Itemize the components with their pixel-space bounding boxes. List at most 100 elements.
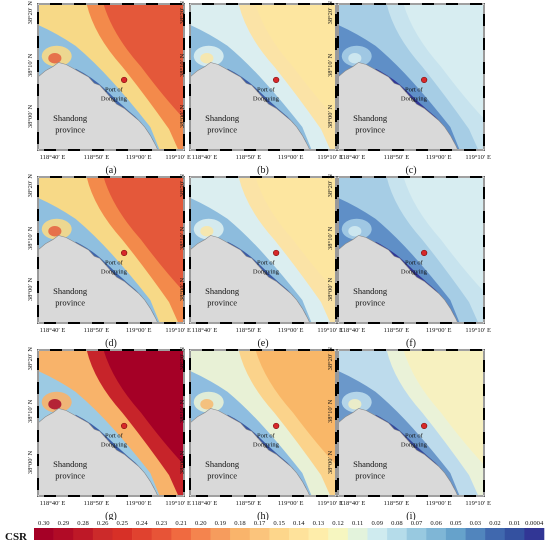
province-label-line1: Shandong: [205, 113, 240, 123]
colorbar-tick-label: 0.07: [411, 520, 423, 527]
colorbar-swatch: [92, 528, 113, 540]
colorbar-tick-label: 0.01: [509, 520, 521, 527]
province-label-line2: province: [207, 124, 237, 134]
colorbar-swatch: [504, 528, 525, 540]
y-tick-label: 38°10′ N: [327, 53, 334, 77]
panel-caption: (g): [105, 511, 117, 520]
x-tick-label: 118°40′ E: [192, 327, 218, 334]
province-label-line2: province: [355, 297, 385, 307]
colorbar-swatch: [406, 528, 427, 540]
x-tick-label: 119°10′ E: [165, 154, 191, 161]
panel-caption: (c): [405, 165, 416, 176]
port-marker: [273, 249, 280, 257]
port-label-line1: Port of: [105, 260, 124, 267]
x-tick-label: 119°00′ E: [126, 500, 152, 507]
colorbar-tick-label: 0.30: [38, 520, 50, 527]
province-label-line1: Shandong: [353, 459, 388, 469]
y-tick-label: 38°20′ N: [179, 1, 186, 25]
x-tick-label: 118°40′ E: [340, 327, 366, 334]
colorbar-tick-label: 0.05: [450, 520, 462, 527]
x-tick-label: 119°10′ E: [465, 154, 491, 161]
province-label-line1: Shandong: [53, 286, 88, 296]
province-label-line2: province: [207, 297, 237, 307]
province-label-line1: Shandong: [53, 459, 88, 469]
colorbar-swatch: [367, 528, 388, 540]
y-tick-label: 38°20′ N: [27, 347, 34, 371]
colorbar-swatch: [347, 528, 368, 540]
x-tick-label: 119°10′ E: [317, 500, 343, 507]
y-tick-label: 38°20′ N: [327, 1, 334, 25]
colorbar-tick-label: 0.29: [58, 520, 70, 527]
y-tick-label: 38°10′ N: [327, 399, 334, 423]
y-tick-label: 38°10′ N: [27, 53, 34, 77]
y-tick-label: 38°10′ N: [179, 226, 186, 250]
y-tick-label: 38°00′ N: [27, 104, 34, 128]
x-tick-label: 118°50′ E: [236, 154, 262, 161]
x-tick-label: 119°00′ E: [278, 327, 304, 334]
port-marker: [421, 76, 428, 84]
port-marker: [421, 422, 428, 430]
panel-caption: (b): [257, 165, 269, 176]
x-tick-label: 118°50′ E: [84, 327, 110, 334]
x-tick-label: 118°40′ E: [192, 500, 218, 507]
x-tick-label: 118°40′ E: [340, 154, 366, 161]
colorbar-swatch: [73, 528, 94, 540]
panel-caption: (f): [406, 338, 416, 349]
colorbar-swatch: [524, 528, 545, 540]
colorbar-swatch: [210, 528, 231, 540]
province-label-line1: Shandong: [205, 286, 240, 296]
colorbar-tick-label: 0.19: [215, 520, 227, 527]
y-tick-label: 38°20′ N: [27, 1, 34, 25]
colorbar-tick-label: 0.03: [470, 520, 482, 527]
colorbar-swatch: [34, 528, 54, 540]
province-label-line1: Shandong: [205, 459, 240, 469]
port-marker: [421, 249, 428, 257]
x-tick-label: 118°50′ E: [384, 154, 410, 161]
y-tick-label: 38°00′ N: [27, 450, 34, 474]
colorbar-swatch: [249, 528, 270, 540]
y-tick-label: 38°00′ N: [327, 450, 334, 474]
colorbar-swatch: [112, 528, 133, 540]
colorbar-tick-label: 0.09: [371, 520, 383, 527]
port-label-line2: Dongying: [101, 441, 128, 448]
port-label-line2: Dongying: [253, 95, 280, 102]
y-tick-label: 38°20′ N: [179, 174, 186, 198]
colorbar-tick-label: 0.17: [254, 520, 266, 527]
province-label-line2: province: [355, 124, 385, 134]
x-tick-label: 119°10′ E: [465, 327, 491, 334]
x-tick-label: 119°00′ E: [278, 500, 304, 507]
colorbar-swatch: [171, 528, 192, 540]
y-tick-label: 38°20′ N: [27, 174, 34, 198]
x-tick-label: 118°40′ E: [340, 500, 366, 507]
port-label-line2: Dongying: [101, 95, 128, 102]
colorbar-tick-label: 0.23: [156, 520, 168, 527]
colorbar-tick-label: 0.18: [234, 520, 246, 527]
province-label-line1: Shandong: [353, 286, 388, 296]
colorbar-swatch: [328, 528, 349, 540]
colorbar-tick-label: 0.24: [136, 520, 148, 527]
colorbar-tick-label: 0.14: [293, 520, 305, 527]
x-tick-label: 119°00′ E: [278, 154, 304, 161]
panel-caption: (d): [105, 338, 117, 349]
colorbar-swatch: [132, 528, 152, 540]
x-tick-label: 119°00′ E: [126, 154, 152, 161]
port-label-line1: Port of: [257, 433, 276, 440]
y-tick-label: 38°20′ N: [327, 174, 334, 198]
port-label-line2: Dongying: [253, 268, 280, 275]
colorbar-tick-label: 0.28: [77, 520, 89, 527]
province-label-line1: Shandong: [353, 113, 388, 123]
x-tick-label: 119°10′ E: [165, 500, 191, 507]
y-tick-label: 38°10′ N: [27, 226, 34, 250]
port-label-line1: Port of: [405, 433, 424, 440]
y-tick-label: 38°00′ N: [327, 277, 334, 301]
port-marker: [121, 76, 128, 84]
colorbar-swatch: [465, 528, 486, 540]
colorbar-tick-label: 0.02: [489, 520, 501, 527]
colorbar-tick-label: 0.20: [195, 520, 207, 527]
colorbar-tick-label: 0.06: [430, 520, 442, 527]
